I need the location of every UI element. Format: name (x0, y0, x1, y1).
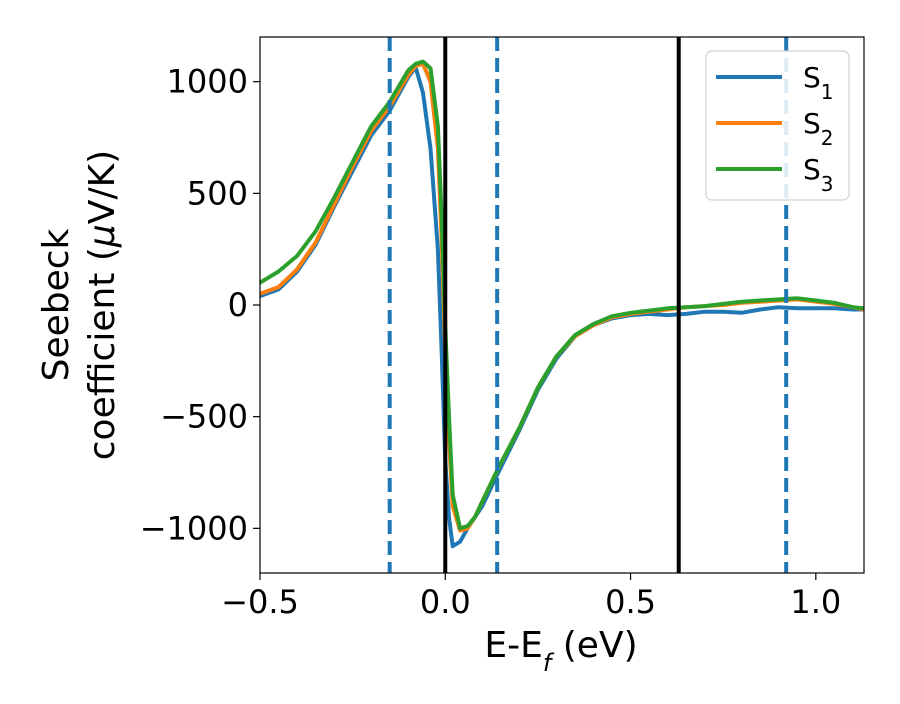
legend-label-s2: S2 (803, 107, 834, 150)
legend-label-s3: S3 (803, 153, 834, 196)
y-tick-label: 500 (187, 174, 248, 212)
x-tick-label: 1.0 (790, 583, 841, 621)
series-line-s3 (260, 59, 864, 531)
series-lines (260, 59, 864, 549)
x-tick-label: 0.0 (420, 583, 471, 621)
y-tick-label: 0 (228, 286, 248, 324)
x-axis-ticks: −0.5 0.0 0.5 1.0 (221, 573, 841, 621)
y-tick-label: −1000 (140, 509, 248, 547)
y-axis-ticks: −1000 −500 0 500 1000 (140, 63, 260, 547)
x-tick-label: −0.5 (221, 583, 299, 621)
x-axis-label: E-Ef (eV) (484, 625, 637, 677)
legend-label-s1: S1 (803, 61, 834, 104)
x-tick-label: 0.5 (605, 583, 656, 621)
y-tick-label: 1000 (167, 63, 248, 101)
y-axis-label-line2: coefficient (μV/K) (82, 150, 123, 460)
y-tick-label: −500 (160, 398, 248, 436)
y-axis-label-line1: Seebeck (36, 228, 77, 381)
legend-box (705, 50, 850, 201)
y-axis-label: Seebeck coefficient (μV/K) (36, 150, 123, 460)
